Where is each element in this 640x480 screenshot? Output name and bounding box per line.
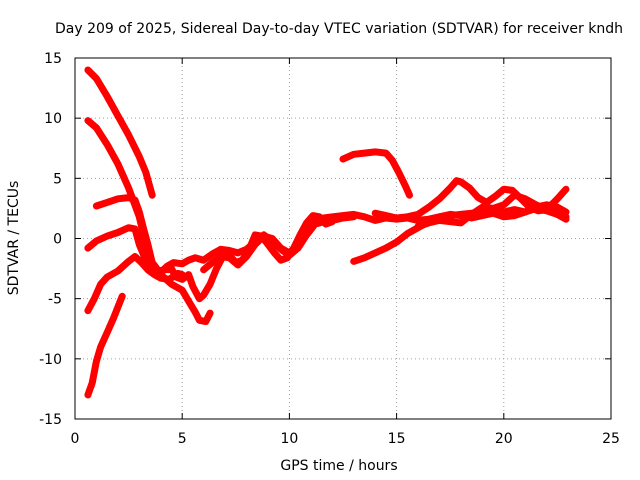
grid [75,58,611,419]
plot-frame [74,57,612,420]
series-arc-10 [371,177,570,222]
series-arc-7 [200,204,570,274]
y-tick-label: -10 [39,352,62,368]
series-layer [84,66,570,399]
y-axis-label: SDTVAR / TECUs [6,181,22,296]
y-tick-label: 5 [53,171,62,187]
chart-title: Day 209 of 2025, Sidereal Day-to-day VTE… [55,21,623,37]
series-arc-5 [84,253,186,315]
x-tick-label: 0 [71,431,80,447]
y-tick-label: 10 [44,111,62,127]
y-tick-label: -5 [48,292,62,308]
x-tick-label: 5 [178,431,187,447]
x-tick-label: 15 [388,431,406,447]
y-tick-label: 0 [53,232,62,248]
x-tick-label: 25 [602,431,620,447]
axis-ticks: 0 5 10 15 20 25 -15 -10 -5 0 5 10 15 [39,51,620,447]
series-arc-1 [84,66,156,199]
y-tick-label: 15 [44,51,62,67]
x-tick-label: 10 [280,431,298,447]
series-arc-8 [339,148,413,199]
x-tick-label: 20 [495,431,513,447]
series-arc-11 [414,191,570,230]
series-arc-6 [84,292,126,399]
y-tick-label: -15 [39,412,62,428]
x-axis-label: GPS time / hours [280,458,397,474]
